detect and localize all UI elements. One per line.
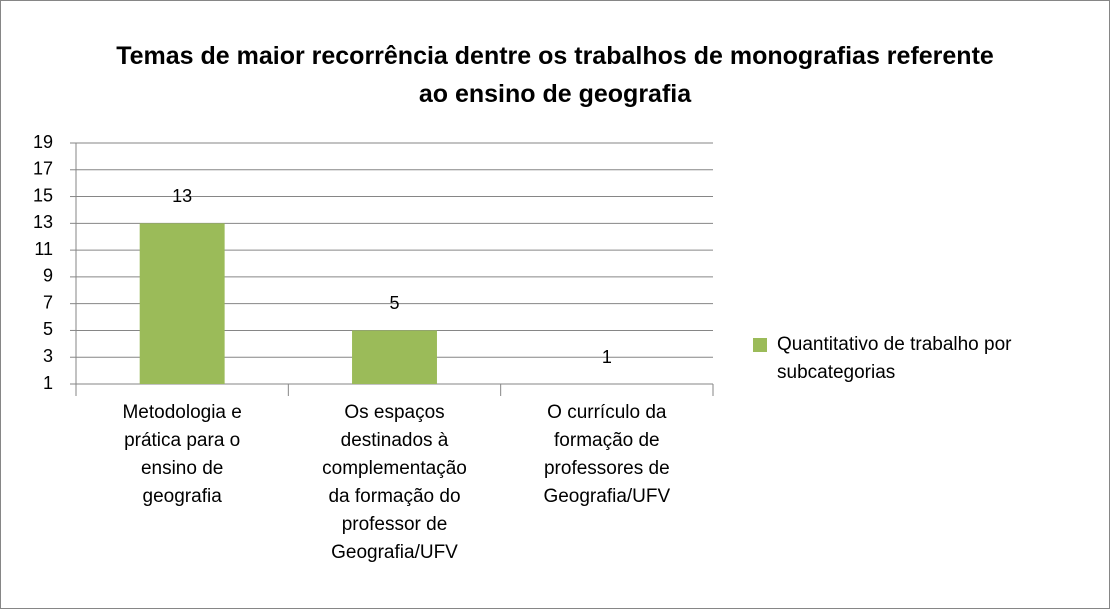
- y-tick-label: 3: [43, 346, 53, 366]
- data-label: 1: [602, 347, 612, 367]
- chart-title: Temas de maior recorrência dentre os tra…: [116, 42, 994, 108]
- y-tick-label: 15: [33, 185, 53, 205]
- data-label: 13: [172, 186, 192, 206]
- y-tick-label: 13: [33, 212, 53, 232]
- y-tick-label: 7: [43, 292, 53, 312]
- bar: [139, 223, 225, 384]
- y-tick-label: 9: [43, 266, 53, 286]
- x-tick-label: Os espaços destinados à complementação d…: [322, 402, 467, 563]
- y-tick-label: 19: [33, 132, 53, 152]
- bar: [352, 330, 437, 384]
- legend-swatch: [753, 338, 767, 352]
- x-tick-label: Metodologia e prática para o ensino de g…: [122, 402, 242, 507]
- x-tick-label: O currículo da formação de professores d…: [543, 402, 671, 507]
- y-tick-label: 5: [43, 319, 53, 339]
- data-label: 5: [389, 293, 399, 313]
- y-tick-label: 17: [33, 159, 53, 179]
- y-tick-label: 1: [43, 373, 53, 393]
- legend-label: Quantitativo de trabalho por subcategori…: [777, 334, 1012, 383]
- y-tick-label: 11: [34, 239, 53, 259]
